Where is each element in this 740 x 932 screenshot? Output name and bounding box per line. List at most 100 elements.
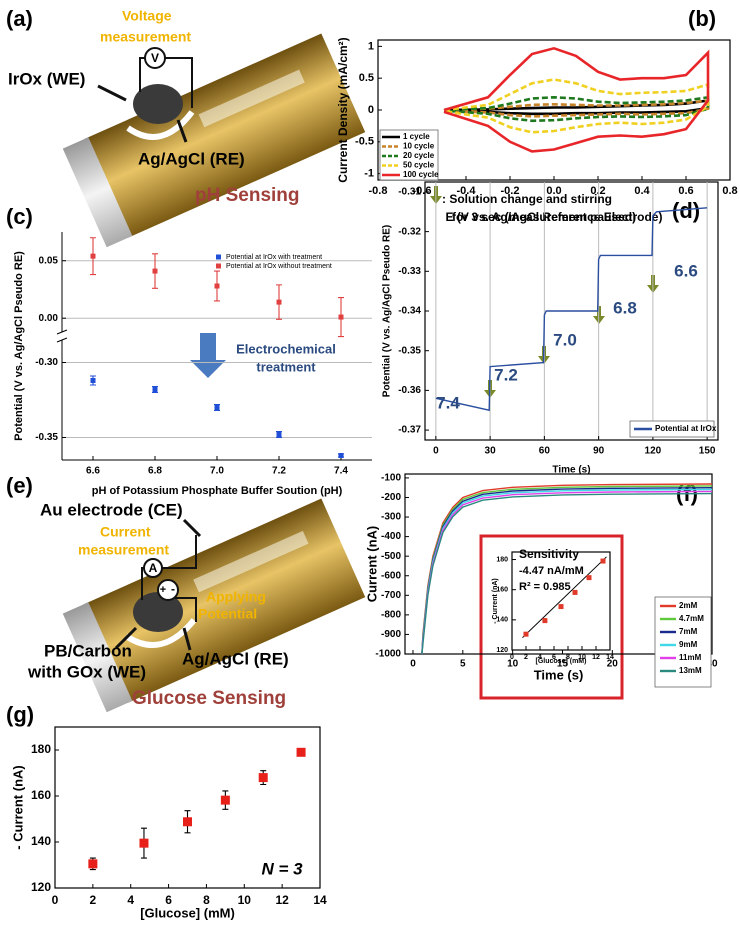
- marker: [90, 378, 96, 383]
- source-label: -: [171, 582, 175, 596]
- legend-swatch: [216, 254, 221, 260]
- measurement-label: Voltage: [122, 8, 172, 24]
- x-tick-label: 4: [538, 654, 542, 661]
- x-tick-label: 5: [460, 659, 466, 670]
- panel-label: (a): [6, 6, 33, 31]
- marker: [88, 859, 98, 869]
- legend-label: 4.7mM: [679, 614, 704, 623]
- marker: [214, 405, 220, 410]
- x-tick-label: 6.8: [148, 466, 162, 477]
- x-tick-label: 0.6: [678, 185, 693, 197]
- x-tick-label: 7.0: [210, 466, 224, 477]
- source: [157, 579, 179, 601]
- y-tick-label: -400: [381, 531, 401, 542]
- working-electrode: [133, 84, 183, 124]
- y-axis-label: Current (nA): [364, 526, 379, 603]
- meter: [144, 47, 166, 69]
- legend-label: Potential at IrOx: [655, 424, 717, 433]
- marker: [276, 432, 282, 437]
- x-axis-label: [Glucose] (mM): [536, 658, 587, 665]
- x-axis-label: E (V vs. Ag/AgCl Reference Electrode): [446, 210, 663, 224]
- x-tick-label: 30: [485, 446, 497, 457]
- axis-break: [56, 329, 68, 343]
- x-tick-label: 0.2: [590, 185, 605, 197]
- sensor-body: [62, 498, 366, 713]
- electrode-label: Ag/AgCl (RE): [138, 149, 245, 168]
- annotation: for 3 sec (measurement paused): [452, 210, 636, 224]
- legend-label: 13mM: [679, 666, 702, 675]
- y-tick-label: -300: [381, 512, 401, 523]
- y-tick-label: -700: [381, 590, 401, 601]
- x-tick-label: 0: [433, 446, 439, 457]
- marker: [220, 795, 230, 805]
- y-tick-label: -0.33: [398, 266, 421, 277]
- measurement-label: Current: [100, 524, 151, 540]
- legend-label: 20 cycle: [403, 151, 435, 160]
- y-tick-label: 160: [31, 788, 51, 802]
- y-tick-label: -0.35: [35, 432, 58, 443]
- x-tick-label: -0.8: [369, 185, 388, 197]
- panel-label: (g): [6, 702, 34, 727]
- x-tick-label: 2: [90, 893, 97, 907]
- electrode-label: with GOx (WE): [27, 662, 146, 681]
- y-tick-label: -800: [381, 610, 401, 621]
- y-tick-label: -0.32: [398, 226, 421, 237]
- x-tick-label: 120: [645, 446, 662, 457]
- caption: Glucose Sensing: [132, 688, 286, 709]
- y-axis-label: Potential (V vs. Ag/AgCl Pseudo RE): [13, 251, 25, 441]
- annotation: Sensitivity: [519, 547, 579, 561]
- reference-electrode: [126, 110, 195, 140]
- marker: [183, 817, 192, 827]
- x-tick-label: 90: [593, 446, 605, 457]
- x-tick-label: 0.8: [722, 185, 737, 197]
- marker: [338, 314, 344, 320]
- y-tick-label: -0.30: [35, 357, 58, 368]
- y-axis-label: Current Density (mA/cm²): [336, 37, 350, 182]
- marker: [542, 618, 548, 624]
- y-tick-label: 180: [496, 556, 508, 563]
- wire: [139, 57, 193, 108]
- source-label: +: [160, 584, 166, 596]
- y-axis-label: - Current (nA): [10, 765, 25, 850]
- x-tick-label: 4: [127, 893, 134, 907]
- y-tick-label: 180: [31, 742, 51, 756]
- potential-label: Potential: [198, 606, 257, 622]
- arrow: [97, 84, 127, 102]
- legend-label: 7mM: [679, 627, 698, 636]
- plot-frame: [54, 726, 321, 889]
- y-tick-label: -1: [364, 168, 374, 180]
- marker: [558, 604, 564, 610]
- x-tick-label: 2: [524, 654, 528, 661]
- legend-label: 9mM: [679, 640, 698, 649]
- arrow: [114, 626, 138, 650]
- y-tick-label: -0.31: [398, 187, 421, 198]
- y-tick-label: -0.37: [398, 425, 421, 436]
- data-line: [435, 207, 708, 412]
- x-tick-label: 6: [552, 654, 556, 661]
- marker: [296, 747, 306, 757]
- annotation: treatment: [256, 359, 316, 374]
- inset-frame: [479, 534, 624, 700]
- step-label: 7.4: [436, 393, 460, 412]
- y-tick-label: 0.00: [39, 313, 59, 324]
- arrow: [176, 119, 188, 143]
- y-tick-label: -500: [381, 551, 401, 562]
- marker: [152, 268, 158, 274]
- measurement-label: measurement: [100, 29, 191, 45]
- arrow: [182, 518, 202, 538]
- potential-label: Applying: [206, 589, 266, 605]
- annotation: -4.47 nA/mM: [519, 565, 584, 577]
- data-line: [421, 492, 713, 655]
- marker: [139, 838, 149, 848]
- step-label: 6.6: [674, 261, 698, 280]
- y-tick-label: -0.35: [398, 345, 421, 356]
- annotation: Electrochemical: [236, 341, 336, 356]
- x-tick-label: 7.4: [334, 466, 348, 477]
- legend-label: 50 cycle: [403, 161, 435, 170]
- x-tick-label: -0.2: [501, 185, 520, 197]
- electrode-label: PB/Carbon: [44, 641, 132, 660]
- x-tick-label: 60: [539, 446, 551, 457]
- arrow: [182, 627, 192, 651]
- x-tick-label: 6.6: [86, 466, 100, 477]
